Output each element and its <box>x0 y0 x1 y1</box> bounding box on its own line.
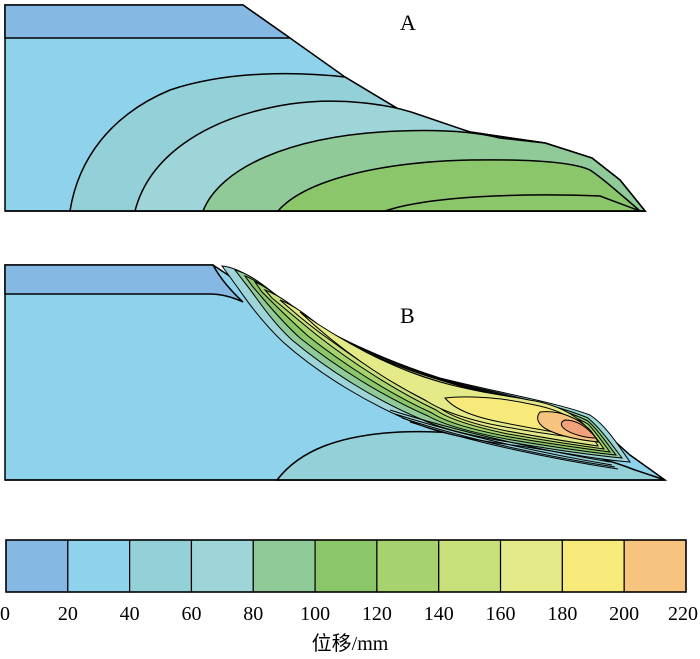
colorbar-bin-0-20 <box>5 539 69 593</box>
colorbar-frame <box>5 539 687 593</box>
panel-b-band-220-plus <box>560 419 598 439</box>
colorbar-bin-80-100 <box>252 539 316 593</box>
colorbar: 0 20 40 60 80 100 120 140 160 180 200 220 位移/mm <box>0 539 698 655</box>
colorbar-bin-160-180 <box>499 539 563 593</box>
colorbar-bin-180-200 <box>561 539 625 593</box>
colorbar-bin-20-40 <box>67 539 131 593</box>
colorbar-tick-label: 80 <box>243 603 263 625</box>
panel-b: B <box>4 264 668 481</box>
colorbar-bin-60-80 <box>190 539 254 593</box>
colorbar-tick-label: 160 <box>486 603 516 625</box>
panel-a: A <box>4 4 647 212</box>
colorbar-bin-120-140 <box>376 539 440 593</box>
colorbar-tick-label: 120 <box>362 603 392 625</box>
colorbar-tick-label: 140 <box>424 603 454 625</box>
panel-a-band-0-20 <box>4 4 293 39</box>
panel-a-band-120-140 <box>384 194 641 212</box>
colorbar-bin-40-60 <box>129 539 193 593</box>
panel-b-label: B <box>400 303 415 328</box>
colorbar-tick-label: 220 <box>668 603 698 625</box>
panel-b-band-0-20 <box>4 264 244 303</box>
colorbar-bin-200-220 <box>623 539 687 593</box>
colorbar-tick-label: 180 <box>547 603 577 625</box>
colorbar-bin-100-120 <box>314 539 378 593</box>
colorbar-unit: 位移/mm <box>312 632 389 655</box>
panel-b-slip-contours <box>389 409 619 470</box>
colorbar-tick-label: 40 <box>120 603 140 625</box>
colorbar-bin-140-160 <box>438 539 502 593</box>
panel-a-label: A <box>400 10 416 35</box>
colorbar-tick-label: 60 <box>181 603 201 625</box>
colorbar-tick-label: 20 <box>58 603 78 625</box>
colorbar-tick-label: 0 <box>0 603 10 625</box>
colorbar-tick-label: 200 <box>609 603 639 625</box>
colorbar-tick-label: 100 <box>300 603 330 625</box>
